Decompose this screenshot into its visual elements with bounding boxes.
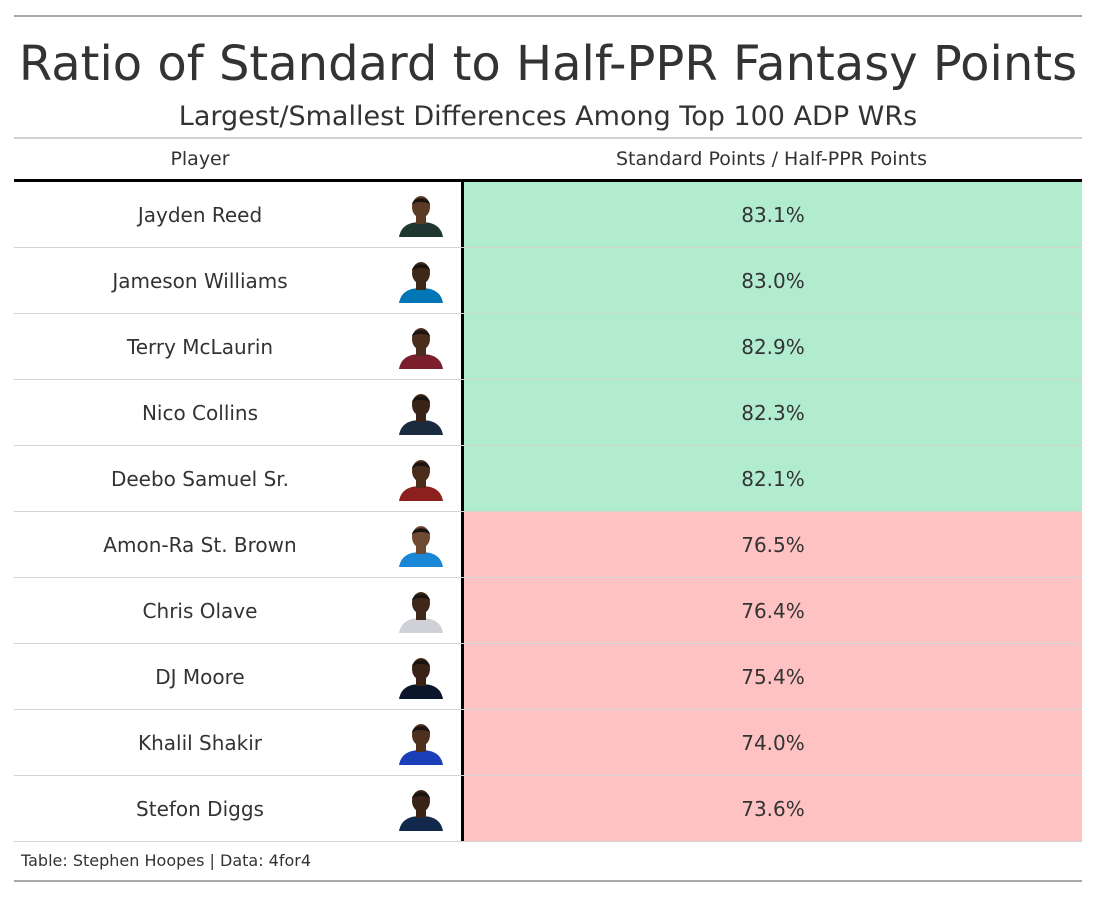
ratio-value: 74.0% bbox=[464, 710, 1082, 775]
player-headshot-icon bbox=[399, 591, 443, 633]
table-row: Jayden Reed 83.1% bbox=[14, 182, 1082, 248]
player-name: Jayden Reed bbox=[137, 202, 263, 227]
source-note: Table: Stephen Hoopes | Data: 4for4 bbox=[21, 851, 312, 870]
header-rule bbox=[14, 179, 1082, 182]
player-photo-cell bbox=[386, 446, 464, 511]
player-name: DJ Moore bbox=[155, 664, 245, 689]
player-photo-cell bbox=[386, 182, 464, 247]
ratio-value: 76.4% bbox=[464, 578, 1082, 643]
player-headshot-icon bbox=[399, 195, 443, 237]
table-row: DJ Moore 75.4% bbox=[14, 644, 1082, 710]
player-photo-cell bbox=[386, 248, 464, 313]
table-row: Khalil Shakir 74.0% bbox=[14, 710, 1082, 776]
table-row: Terry McLaurin 82.9% bbox=[14, 314, 1082, 380]
column-header-row: Player Standard Points / Half-PPR Points bbox=[14, 139, 1082, 179]
table-title: Ratio of Standard to Half-PPR Fantasy Po… bbox=[18, 36, 1078, 92]
ratio-value: 76.5% bbox=[464, 512, 1082, 577]
ratio-value: 82.9% bbox=[464, 314, 1082, 379]
player-photo-cell bbox=[386, 578, 464, 643]
table-row: Nico Collins 82.3% bbox=[14, 380, 1082, 446]
player-name: Deebo Samuel Sr. bbox=[110, 466, 290, 491]
player-name: Terry McLaurin bbox=[126, 334, 274, 359]
player-photo-cell bbox=[386, 380, 464, 445]
player-name: Nico Collins bbox=[141, 400, 259, 425]
player-headshot-icon bbox=[399, 393, 443, 435]
player-headshot-icon bbox=[399, 723, 443, 765]
player-photo-cell bbox=[386, 644, 464, 709]
player-photo-cell bbox=[386, 710, 464, 775]
ratio-value: 82.1% bbox=[464, 446, 1082, 511]
player-name: Amon-Ra St. Brown bbox=[103, 532, 297, 557]
bottom-rule bbox=[14, 880, 1082, 882]
subtitle-rule bbox=[14, 137, 1082, 139]
table-row: Jameson Williams 83.0% bbox=[14, 248, 1082, 314]
table-subtitle: Largest/Smallest Differences Among Top 1… bbox=[178, 101, 918, 132]
fantasy-ratio-table: Ratio of Standard to Half-PPR Fantasy Po… bbox=[14, 15, 1082, 882]
table-row: Deebo Samuel Sr. 82.1% bbox=[14, 446, 1082, 512]
player-photo-cell bbox=[386, 512, 464, 577]
table-body: Jayden Reed 83.1% Jameson Williams 83.0% Ter… bbox=[14, 182, 1082, 842]
player-headshot-icon bbox=[399, 525, 443, 567]
ratio-value: 83.0% bbox=[464, 248, 1082, 313]
player-headshot-icon bbox=[399, 327, 443, 369]
ratio-value: 83.1% bbox=[464, 182, 1082, 247]
table-row: Stefon Diggs 73.6% bbox=[14, 776, 1082, 842]
column-header-player: Player bbox=[170, 148, 230, 170]
player-name: Chris Olave bbox=[142, 598, 258, 623]
player-photo-cell bbox=[386, 314, 464, 379]
player-name: Khalil Shakir bbox=[137, 730, 263, 755]
player-headshot-icon bbox=[399, 789, 443, 831]
ratio-value: 75.4% bbox=[464, 644, 1082, 709]
ratio-value: 73.6% bbox=[464, 776, 1082, 841]
top-rule bbox=[14, 15, 1082, 17]
player-name: Jameson Williams bbox=[112, 268, 288, 293]
player-photo-cell bbox=[386, 776, 464, 841]
column-header-ratio: Standard Points / Half-PPR Points bbox=[616, 148, 927, 170]
player-headshot-icon bbox=[399, 657, 443, 699]
ratio-value: 82.3% bbox=[464, 380, 1082, 445]
player-headshot-icon bbox=[399, 261, 443, 303]
table-row: Amon-Ra St. Brown 76.5% bbox=[14, 512, 1082, 578]
player-name: Stefon Diggs bbox=[136, 796, 264, 821]
player-headshot-icon bbox=[399, 459, 443, 501]
table-row: Chris Olave 76.4% bbox=[14, 578, 1082, 644]
